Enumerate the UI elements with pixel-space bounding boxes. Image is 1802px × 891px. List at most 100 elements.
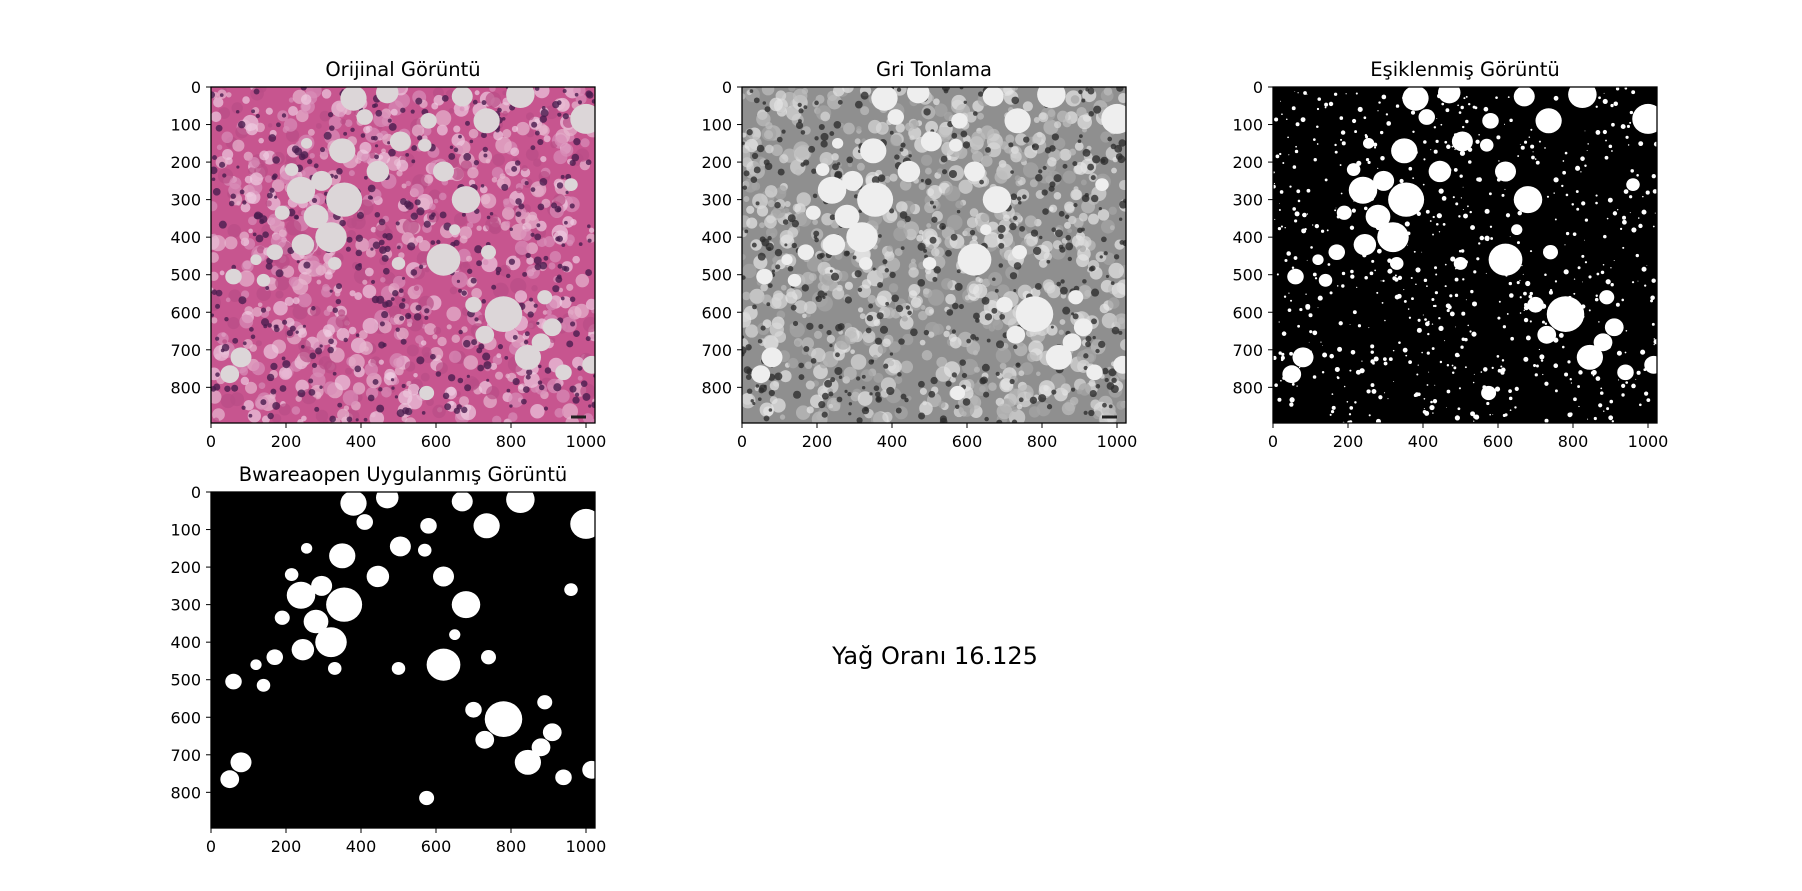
nucleus [969,229,976,236]
tissue-cell [514,290,528,303]
tissue-cell [548,262,556,270]
nucleus [894,154,900,160]
tissue-cell [446,306,462,322]
nucleus [374,144,379,148]
nucleus [872,267,876,271]
tissue-cell [381,386,392,398]
fat-droplet [980,224,992,236]
fat-droplet [570,508,595,539]
noise-speck [1586,149,1588,151]
tissue-cell [413,285,420,291]
noise-speck [1394,294,1400,300]
nucleus [497,107,502,113]
fat-droplet [1535,108,1562,134]
noise-speck [1626,124,1631,129]
nucleus [1051,227,1057,233]
tissue-cell [436,354,442,360]
noise-speck [1432,399,1438,404]
nucleus [757,338,763,344]
tissue-cell [526,257,534,265]
noise-speck [1299,307,1303,312]
nucleus [1102,402,1107,408]
tissue-cell [249,344,258,352]
nucleus [539,115,548,123]
tissue-cell [762,319,772,329]
nucleus [456,279,461,283]
noise-speck [1637,217,1640,219]
noise-speck [1374,269,1376,272]
tissue-cell [247,409,261,423]
nucleus [896,87,902,92]
nucleus [533,256,542,265]
tissue-cell [510,277,527,295]
fat-droplet [340,492,367,516]
tissue-cell [888,283,899,293]
tissue-cell [349,290,356,297]
noise-speck [1570,382,1573,384]
noise-speck [1316,143,1319,145]
nucleus [220,348,225,353]
fat-droplet [391,257,406,270]
nucleus [395,327,400,332]
tissue-cell [459,396,470,407]
fat-droplet [531,333,551,352]
nucleus [219,93,224,97]
tissue-cell [918,310,928,321]
nucleus [527,311,534,318]
nucleus [401,383,406,389]
noise-speck [1441,196,1447,201]
nucleus [293,214,299,220]
tissue-cell [476,225,482,231]
tissue-cell [344,119,353,128]
noise-speck [1529,320,1532,323]
fat-droplet [329,543,356,569]
tissue-cell [958,179,973,194]
nucleus [1067,256,1072,262]
tissue-cell [843,122,855,135]
noise-speck [1588,309,1591,312]
nucleus [1102,367,1109,375]
fat-droplet [805,205,821,220]
nucleus [410,212,419,220]
nucleus [378,387,383,392]
nucleus [1083,353,1089,359]
nucleus [1058,210,1065,217]
image-area [211,492,595,828]
tissue-cell [540,155,547,163]
tissue-cell [835,335,851,350]
tissue-cell [288,106,298,116]
tissue-cell [348,170,355,177]
noise-speck [1488,192,1492,196]
fat-droplet [564,178,578,192]
nucleus [574,392,580,397]
tissue-cell [877,344,887,354]
nucleus [948,169,958,179]
tissue-cell [348,353,365,371]
nucleus [1090,288,1100,297]
nucleus [837,99,843,105]
noise-speck [1572,232,1577,237]
nucleus [923,108,931,116]
nucleus [900,246,905,251]
nucleus [763,415,770,422]
tissue-cell [832,87,845,97]
tissue-cell [850,349,855,354]
noise-speck [1429,404,1435,411]
tissue-cell [1038,259,1048,268]
x-tick-label: 200 [271,432,302,451]
noise-speck [1336,376,1339,379]
noise-speck [1423,140,1427,144]
tissue-cell [1011,87,1019,91]
noise-speck [1469,330,1472,333]
noise-speck [1555,389,1558,393]
fat-droplet [286,581,316,609]
nucleus [766,302,771,307]
nucleus [320,147,326,153]
tissue-cell [1059,148,1072,161]
nucleus [483,153,488,158]
nucleus [1085,335,1092,342]
tissue-cell [1073,186,1079,192]
y-tick-label: 800 [170,378,201,397]
tissue-cell [996,403,1013,420]
noise-speck [1305,293,1307,295]
